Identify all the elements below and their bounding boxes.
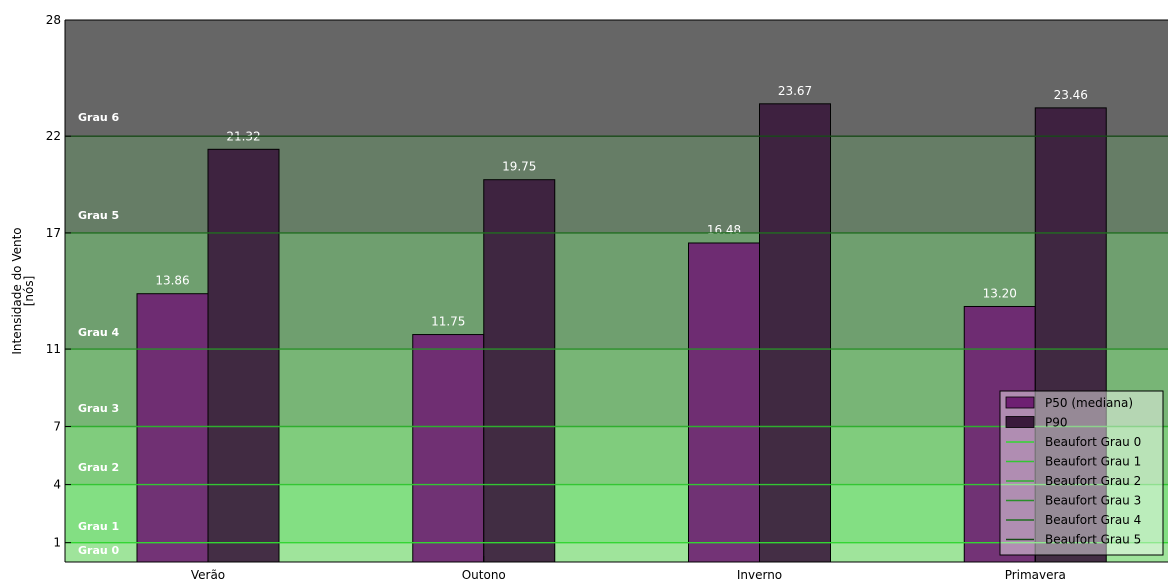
bar-p50-0: [136, 293, 209, 563]
data-label-p50-0: 13.86: [155, 274, 189, 288]
y-tick-label-2: 7: [53, 420, 61, 434]
x-tick-label-1: Outono: [462, 568, 506, 581]
band-label-0: Grau 0: [78, 544, 120, 557]
x-tick-label-2: Inverno: [737, 568, 782, 581]
data-label-p50-2: 16.48: [707, 223, 741, 237]
legend-box: [999, 390, 1164, 556]
band-label-4: Grau 4: [78, 326, 120, 339]
band-label-1: Grau 1: [78, 520, 119, 533]
beaufort-band-6: [65, 20, 1168, 137]
data-label-p90-2: 23.67: [778, 84, 812, 98]
y-axis-label-line-0: Intensidade do Vento: [10, 227, 24, 354]
y-tick-label-6: 28: [46, 13, 61, 27]
bar-p90-3: [1034, 107, 1107, 563]
bar-p90-1: [483, 179, 556, 563]
legend-label-1: P90: [1045, 416, 1068, 430]
data-label-p50-1: 11.75: [431, 315, 465, 329]
legend-line-label-3: Beaufort Grau 3: [1045, 494, 1141, 508]
bar-p90-0: [207, 148, 280, 563]
legend-label-0: P50 (mediana): [1045, 396, 1133, 410]
y-tick-label-0: 1: [53, 536, 61, 550]
y-tick-label-4: 17: [46, 226, 61, 240]
y-tick-label-5: 22: [46, 129, 61, 143]
data-label-p90-3: 23.46: [1054, 88, 1088, 102]
bar-p50-1: [412, 334, 485, 563]
data-label-p50-3: 13.20: [983, 286, 1017, 300]
x-tick-label-3: Primavera: [1005, 568, 1066, 581]
legend-swatch-1: [1005, 416, 1035, 428]
band-label-6: Grau 6: [78, 111, 120, 124]
bar-p50-2: [688, 242, 760, 563]
beaufort-band-0: [65, 542, 1168, 562]
y-axis-label-line-1: [nós]: [22, 276, 36, 307]
legend-line-label-5: Beaufort Grau 5: [1045, 533, 1141, 547]
x-tick-label-0: Verão: [191, 568, 225, 581]
legend-swatch-0: [1005, 396, 1035, 409]
band-label-5: Grau 5: [78, 209, 119, 222]
y-axis-label: Intensidade do Vento[nós]: [10, 227, 36, 354]
legend-line-label-0: Beaufort Grau 0: [1045, 435, 1141, 449]
legend-line-label-2: Beaufort Grau 2: [1045, 474, 1141, 488]
band-label-3: Grau 3: [78, 402, 119, 415]
band-label-2: Grau 2: [78, 461, 119, 474]
legend-line-label-1: Beaufort Grau 1: [1045, 455, 1141, 469]
legend-line-label-4: Beaufort Grau 4: [1045, 513, 1141, 527]
y-tick-label-1: 4: [53, 478, 61, 492]
data-label-p90-1: 19.75: [502, 160, 536, 174]
y-tick-label-3: 11: [46, 342, 61, 356]
bar-p90-2: [759, 103, 831, 563]
